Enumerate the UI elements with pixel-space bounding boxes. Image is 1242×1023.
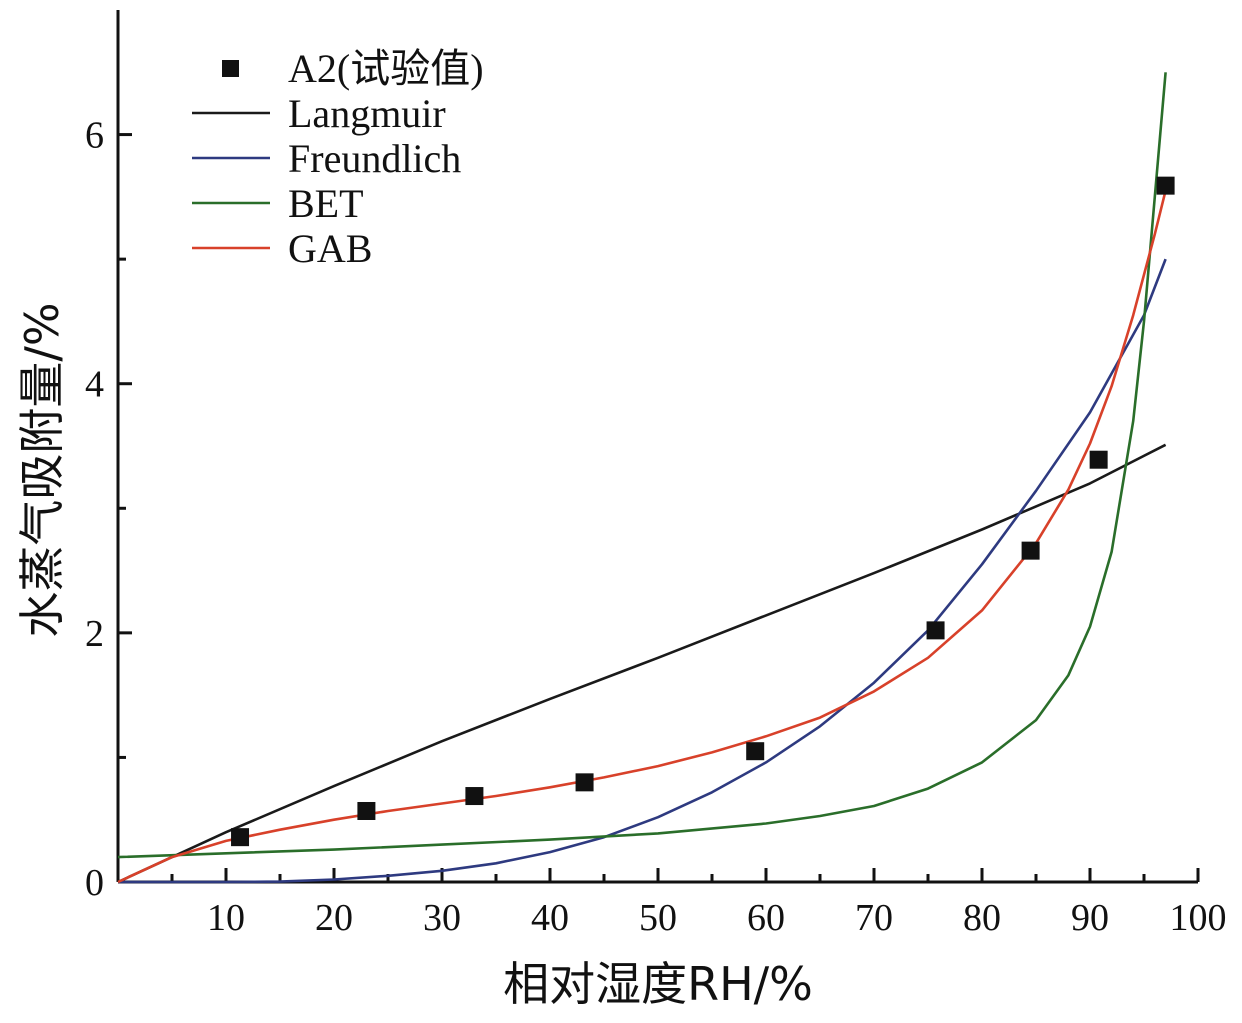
x-tick-label: 40 bbox=[531, 897, 569, 939]
data-point bbox=[1089, 450, 1108, 469]
x-tick-label: 80 bbox=[963, 897, 1001, 939]
axes: 10 20 30 40 50 60 70 80 90 100 0 2 4 6 bbox=[85, 10, 1227, 939]
data-point bbox=[1156, 176, 1175, 195]
x-tick-label: 70 bbox=[855, 897, 893, 939]
bet-curve bbox=[117, 72, 1167, 859]
legend-marker bbox=[222, 60, 239, 77]
data-point bbox=[1021, 541, 1040, 560]
y-tick-label: 2 bbox=[85, 613, 104, 655]
legend-label: Langmuir bbox=[288, 91, 446, 136]
freundlich-curve bbox=[118, 258, 1167, 884]
data-point bbox=[357, 801, 376, 820]
series-layer bbox=[117, 72, 1175, 884]
x-axis-title: 相对湿度RH/% bbox=[503, 957, 813, 1011]
y-tick-label: 4 bbox=[85, 364, 104, 406]
data-point bbox=[231, 828, 250, 847]
data-point bbox=[575, 773, 594, 792]
x-tick-label: 90 bbox=[1071, 897, 1109, 939]
x-tick-label: 60 bbox=[747, 897, 785, 939]
x-tick-label: 10 bbox=[207, 897, 245, 939]
y-tick-label: 0 bbox=[85, 862, 104, 904]
legend-label: BET bbox=[288, 181, 364, 226]
data-point bbox=[926, 621, 945, 640]
gab-curve bbox=[117, 190, 1167, 884]
y-tick-label: 6 bbox=[85, 115, 104, 157]
x-tick-label: 20 bbox=[315, 897, 353, 939]
x-tick-label: 100 bbox=[1170, 897, 1227, 939]
x-tick-label: 30 bbox=[423, 897, 461, 939]
data-point bbox=[465, 787, 484, 806]
legend-label: A2(试验值) bbox=[288, 46, 484, 91]
data-point bbox=[746, 742, 765, 761]
legend-label: Freundlich bbox=[288, 136, 461, 181]
legend-label: GAB bbox=[288, 226, 372, 271]
y-axis-title: 水蒸气吸附量/% bbox=[15, 302, 69, 637]
langmuir-curve bbox=[117, 443, 1167, 884]
x-tick-label: 50 bbox=[639, 897, 677, 939]
